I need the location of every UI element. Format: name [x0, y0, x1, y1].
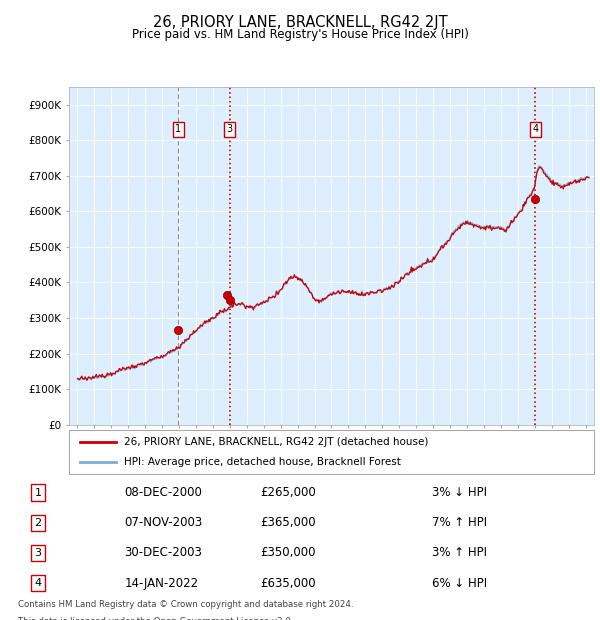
Text: 26, PRIORY LANE, BRACKNELL, RG42 2JT: 26, PRIORY LANE, BRACKNELL, RG42 2JT: [152, 15, 448, 30]
Text: £265,000: £265,000: [260, 486, 316, 499]
Text: 3% ↑ HPI: 3% ↑ HPI: [433, 546, 487, 559]
Text: 1: 1: [175, 125, 181, 135]
Text: Contains HM Land Registry data © Crown copyright and database right 2024.: Contains HM Land Registry data © Crown c…: [18, 600, 353, 609]
Text: 4: 4: [532, 125, 538, 135]
FancyBboxPatch shape: [69, 430, 594, 474]
Text: 3% ↓ HPI: 3% ↓ HPI: [433, 486, 487, 499]
Text: £365,000: £365,000: [260, 516, 316, 529]
Text: Price paid vs. HM Land Registry's House Price Index (HPI): Price paid vs. HM Land Registry's House …: [131, 28, 469, 41]
Text: 30-DEC-2003: 30-DEC-2003: [124, 546, 202, 559]
Text: 2: 2: [34, 518, 41, 528]
Text: 3: 3: [34, 548, 41, 558]
Text: HPI: Average price, detached house, Bracknell Forest: HPI: Average price, detached house, Brac…: [124, 457, 401, 467]
Text: 7% ↑ HPI: 7% ↑ HPI: [433, 516, 488, 529]
Text: 07-NOV-2003: 07-NOV-2003: [124, 516, 203, 529]
Text: 14-JAN-2022: 14-JAN-2022: [124, 577, 199, 590]
Text: 6% ↓ HPI: 6% ↓ HPI: [433, 577, 488, 590]
Text: 08-DEC-2000: 08-DEC-2000: [124, 486, 202, 499]
Text: £350,000: £350,000: [261, 546, 316, 559]
Text: £635,000: £635,000: [260, 577, 316, 590]
Text: 4: 4: [34, 578, 41, 588]
Text: This data is licensed under the Open Government Licence v3.0.: This data is licensed under the Open Gov…: [18, 617, 293, 620]
Text: 1: 1: [34, 487, 41, 497]
Text: 26, PRIORY LANE, BRACKNELL, RG42 2JT (detached house): 26, PRIORY LANE, BRACKNELL, RG42 2JT (de…: [124, 437, 428, 447]
Text: 3: 3: [227, 125, 233, 135]
